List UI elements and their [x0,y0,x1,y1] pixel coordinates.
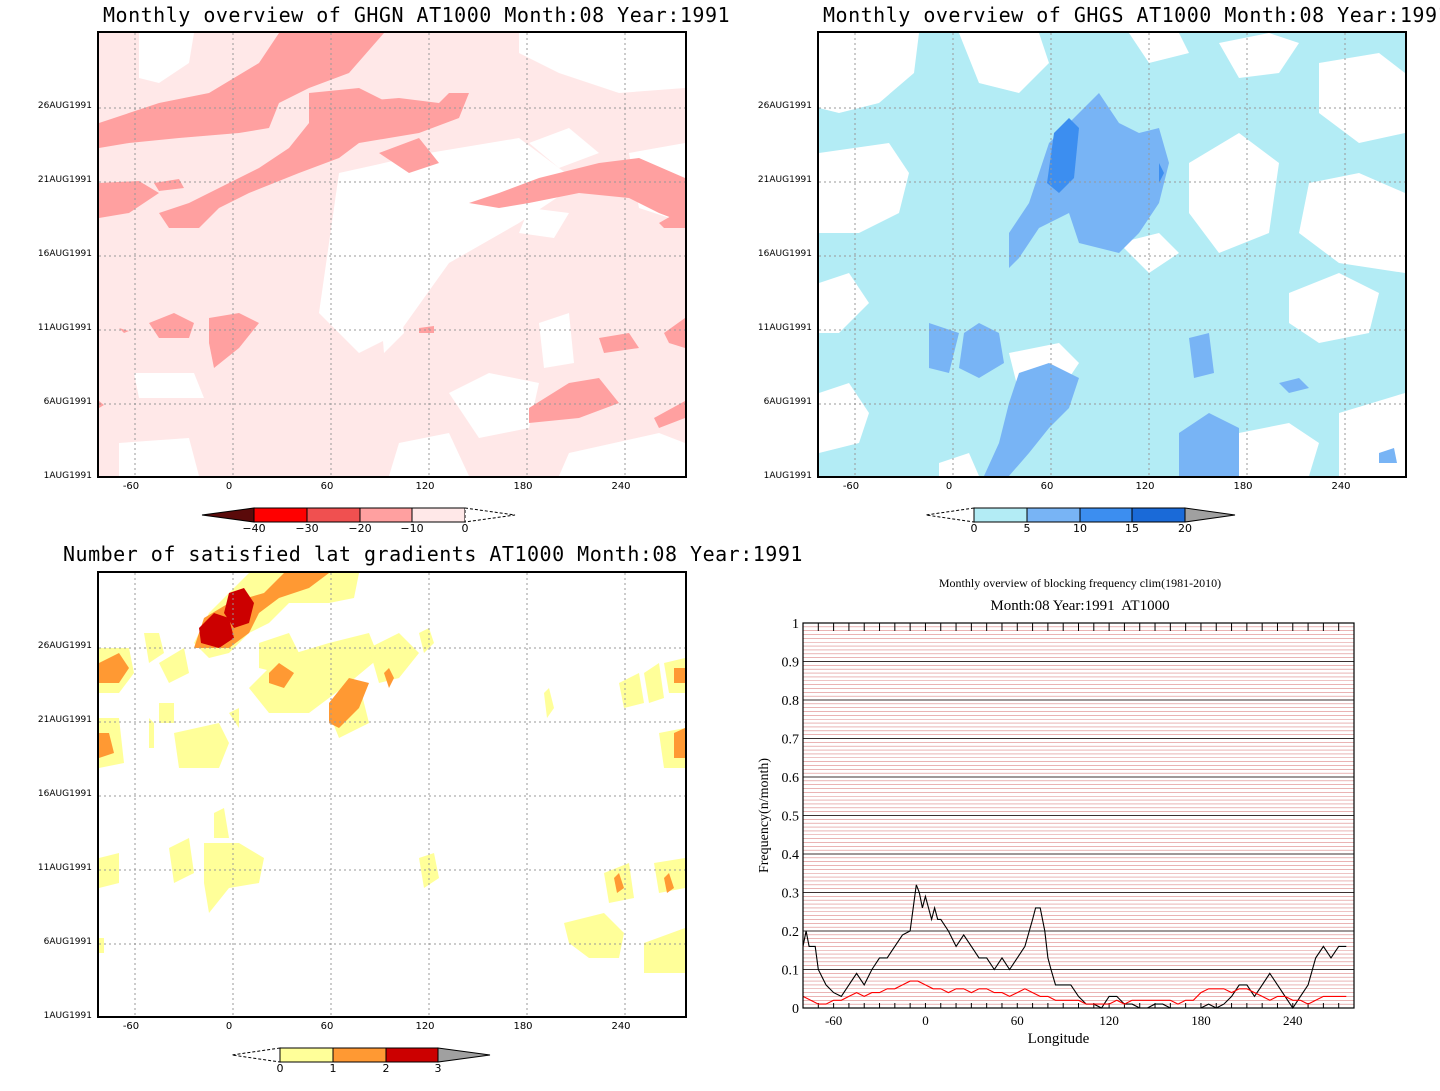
freq-subtitle: Month:08 Year:1991 AT1000 [990,598,1170,614]
ghgn-ytick: 6AUG1991 [43,397,92,407]
ghgs-ytick: 16AUG1991 [757,249,812,259]
freq-title: Monthly overview of blocking frequency c… [938,576,1222,590]
ghgs-cb-label: 15 [1125,522,1139,535]
gradients-cb-label: 1 [329,1062,337,1075]
y-tick-label: 0.3 [782,887,800,902]
gradients-xtick: -60 [122,1021,140,1032]
y-tick-label: 0.9 [782,656,800,671]
gradients-cb-label: 0 [276,1062,284,1075]
ghgs-xtick: 60 [1040,481,1054,492]
y-tick-label: 0.4 [782,848,800,863]
ghgn-xtick: 0 [225,481,233,492]
ghgs-contours [819,33,1405,476]
ghgn-xtick: 120 [415,481,435,492]
ghgs-colorbar [925,507,1236,523]
gradients-cb-label: 2 [382,1062,390,1075]
ghgs-xtick: -60 [842,481,860,492]
ghgn-ytick: 11AUG1991 [37,323,92,333]
gradients-cb-label: 3 [434,1062,442,1075]
ghgs-ytick: 21AUG1991 [757,175,812,185]
climatology-series-line [802,980,1347,1005]
gradients-ytick: 6AUG1991 [43,937,92,947]
gradients-ytick: 16AUG1991 [37,789,92,799]
ghgn-cb-label: −10 [400,522,424,535]
ghgn-cb-label: 0 [461,522,469,535]
y-tick-label: 0.2 [782,925,800,940]
ghgn-ytick: 26AUG1991 [37,101,92,111]
y-axis-label: Frequency(n/month) [757,758,772,873]
y-tick-label: 0.5 [782,810,800,825]
gradients-contours [99,573,685,1016]
gradients-plot [97,571,687,1018]
ghgn-cb-label: −20 [348,522,372,535]
ghgn-cb-label: −40 [242,522,266,535]
ghgs-xtick: 180 [1233,481,1253,492]
ghgs-cb-label: 10 [1073,522,1087,535]
y-tick-label: 0.7 [782,733,800,748]
x-tick-label: 180 [1191,1013,1211,1028]
x-tick-label: 0 [922,1013,929,1028]
gradients-colorbar [231,1047,491,1063]
y-tick-label: 0 [792,1002,799,1017]
ghgs-xtick: 0 [945,481,953,492]
y-tick-label: 0.1 [782,964,800,979]
gradients-xtick: 0 [225,1021,233,1032]
ghgs-ytick: 6AUG1991 [763,397,812,407]
x-tick-label: 120 [1099,1013,1119,1028]
frequency-series-line [802,884,1347,1009]
y-tick-label: 1 [792,617,799,632]
gradients-xtick: 120 [415,1021,435,1032]
ghgn-plot [97,31,687,478]
ghgs-cb-label: 5 [1023,522,1031,535]
ghgs-cb-label: 20 [1178,522,1192,535]
ghgs-ytick: 26AUG1991 [757,101,812,111]
ghgs-cb-label: 0 [970,522,978,535]
gradients-xtick: 240 [611,1021,631,1032]
x-tick-label: 60 [1011,1013,1024,1028]
ghgs-xtick: 120 [1135,481,1155,492]
ghgs-title: Monthly overview of GHGS AT1000 Month:08… [823,3,1440,27]
ghgs-plot [817,31,1407,478]
x-tick-label: -60 [825,1013,842,1028]
ghgn-xtick: 240 [611,481,631,492]
gradients-ytick: 1AUG1991 [43,1011,92,1021]
x-tick-label: 240 [1283,1013,1303,1028]
ghgn-xtick: 60 [320,481,334,492]
gradients-title: Number of satisfied lat gradients AT1000… [63,542,803,566]
ghgs-ytick: 1AUG1991 [763,471,812,481]
ghgn-title: Monthly overview of GHGN AT1000 Month:08… [103,3,731,27]
gradients-ytick: 21AUG1991 [37,715,92,725]
frequency-chart: 0 0.1 0.2 0.3 0.4 0.5 0.6 0.7 0.8 0.9 1 -60 0 60 120 18… [757,617,1355,1047]
x-axis-label: Longitude [1028,1031,1090,1047]
ghgn-ytick: 21AUG1991 [37,175,92,185]
ghgn-ytick: 1AUG1991 [43,471,92,481]
ghgs-ytick: 11AUG1991 [757,323,812,333]
ghgn-ytick: 16AUG1991 [37,249,92,259]
ghgn-contours [99,33,685,476]
ghgn-colorbar [201,507,516,523]
plot-frame [802,622,1355,1009]
gradients-ytick: 26AUG1991 [37,641,92,651]
ghgn-cb-label: −30 [295,522,319,535]
ghgs-xtick: 240 [1331,481,1351,492]
y-tick-label: 0.8 [782,694,800,709]
y-tick-label: 0.6 [782,771,800,786]
ghgn-xtick: -60 [122,481,140,492]
gradients-xtick: 60 [320,1021,334,1032]
gradients-xtick: 180 [513,1021,533,1032]
ghgn-xtick: 180 [513,481,533,492]
gradients-ytick: 11AUG1991 [37,863,92,873]
